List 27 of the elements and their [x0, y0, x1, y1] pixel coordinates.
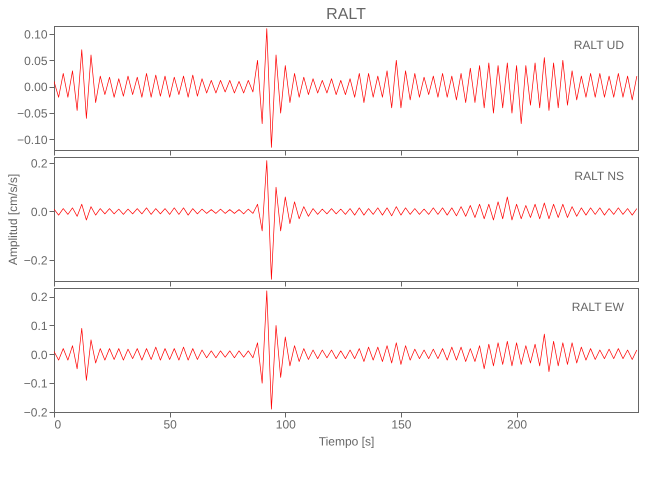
x-axis-title: Tiempo [s]: [318, 434, 374, 448]
y-tick-label: 0.05: [24, 54, 48, 68]
y-tick-label: 0.10: [24, 27, 48, 42]
annotation: RALT UD: [574, 38, 624, 52]
x-tick-label: 200: [507, 418, 528, 432]
x-tick-label: 0: [54, 418, 62, 432]
annotation: RALT EW: [572, 300, 625, 314]
line-series: [54, 290, 638, 410]
y-tick-label: 0.0: [30, 348, 48, 362]
y-tick-label: −0.1: [24, 376, 48, 391]
line-series: [54, 28, 638, 148]
y-tick-label: −0.10: [17, 132, 48, 147]
x-tick-label: 150: [391, 418, 412, 432]
y-tick-label: −0.2: [24, 406, 48, 420]
x-tick-label: 50: [163, 418, 178, 432]
y-tick-label: 0.0: [30, 204, 48, 219]
y-tick-label: 0.00: [24, 80, 48, 94]
x-tick-label: 100: [276, 418, 296, 432]
chart-title: RALT: [326, 6, 366, 23]
y-tick-label: −0.05: [17, 106, 48, 121]
y-tick-label: 0.2: [30, 156, 48, 171]
annotation: RALT NS: [574, 169, 624, 183]
y-tick-label: −0.2: [24, 253, 48, 268]
y-tick-label: 0.1: [30, 318, 48, 333]
y-tick-label: 0.2: [30, 290, 48, 304]
line-series: [54, 160, 638, 280]
y-axis-title: Amplitud [cm/s/s]: [6, 174, 20, 266]
